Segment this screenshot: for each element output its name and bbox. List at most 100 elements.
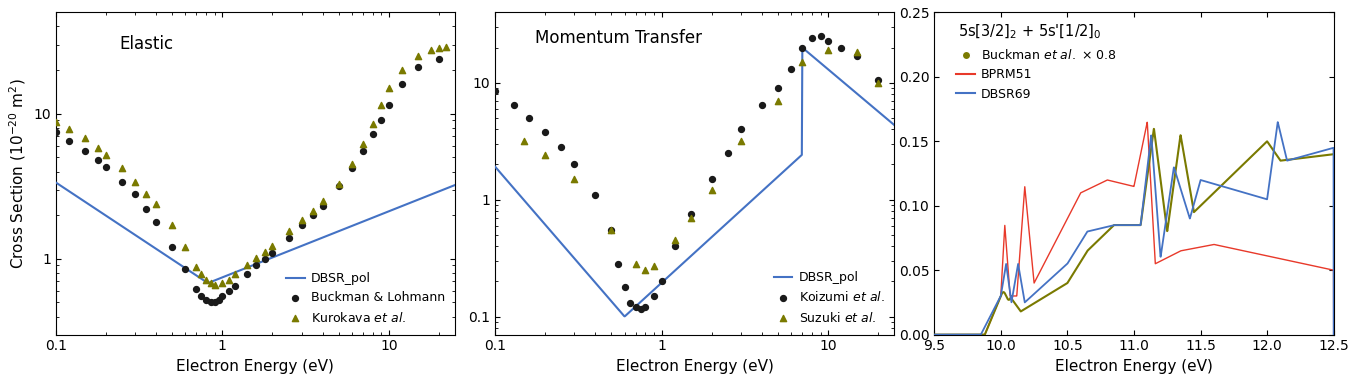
Suzuki $\it{et\ al.}$ <box>664 237 686 243</box>
Kurokava $\it{et\ al.}$ <box>236 263 258 269</box>
Suzuki $\it{et\ al.}$ <box>868 80 890 86</box>
DBSR_pol <box>717 222 734 226</box>
Suzuki $\it{et\ al.}$ <box>730 138 751 144</box>
Buckman & Lohmann <box>225 283 247 289</box>
Koizumi $\it{et\ al.}$ <box>518 115 540 121</box>
Koizumi $\it{et\ al.}$ <box>584 192 606 198</box>
Koizumi $\it{et\ al.}$ <box>679 211 701 217</box>
Kurokava $\it{et\ al.}$ <box>245 255 267 261</box>
Buckman & Lohmann <box>245 263 267 269</box>
Buckman & Lohmann <box>392 81 414 87</box>
Suzuki $\it{et\ al.}$ <box>679 215 701 221</box>
Buckman & Lohmann <box>45 129 66 135</box>
Kurokava $\it{et\ al.}$ <box>278 228 300 234</box>
Buckman & Lohmann <box>378 102 400 108</box>
Kurokava $\it{et\ al.}$ <box>254 249 275 255</box>
Legend: Buckman $\it{et\ al.}$ $\times$ 0.8, BPRM51, DBSR69: Buckman $\it{et\ al.}$ $\times$ 0.8, BPR… <box>952 45 1120 104</box>
Kurokava $\it{et\ al.}$ <box>218 277 240 283</box>
Suzuki $\it{et\ al.}$ <box>846 48 868 54</box>
Y-axis label: Cross Section (10$^{-20}$ m$^2$): Cross Section (10$^{-20}$ m$^2$) <box>7 78 27 269</box>
Koizumi $\it{et\ al.}$ <box>846 53 868 59</box>
Suzuki $\it{et\ al.}$ <box>767 98 789 104</box>
DBSR_pol <box>450 182 466 186</box>
Koizumi $\it{et\ al.}$ <box>810 33 831 39</box>
Buckman & Lohmann <box>58 138 80 144</box>
Kurokava $\it{et\ al.}$ <box>420 47 442 53</box>
Kurokava $\it{et\ al.}$ <box>225 271 247 277</box>
X-axis label: Electron Energy (eV): Electron Energy (eV) <box>1055 359 1212 374</box>
Koizumi $\it{et\ al.}$ <box>607 261 629 267</box>
Text: Elastic: Elastic <box>119 35 174 53</box>
Line: DBSR_pol: DBSR_pol <box>47 177 458 283</box>
Koizumi $\it{et\ al.}$ <box>625 304 647 311</box>
Suzuki $\it{et\ al.}$ <box>601 227 622 233</box>
Kurokava $\it{et\ al.}$ <box>302 208 324 214</box>
Koizumi $\it{et\ al.}$ <box>868 77 890 83</box>
Koizumi $\it{et\ al.}$ <box>801 35 823 42</box>
Buckman & Lohmann <box>125 191 146 197</box>
DBSR_pol <box>278 250 294 254</box>
Suzuki $\it{et\ al.}$ <box>635 267 656 273</box>
Legend: DBSR_pol, Koizumi $\it{et\ al.}$, Suzuki $\it{et\ al.}$: DBSR_pol, Koizumi $\it{et\ al.}$, Suzuki… <box>770 267 888 328</box>
X-axis label: Electron Energy (eV): Electron Energy (eV) <box>616 359 774 374</box>
Kurokava $\it{et\ al.}$ <box>111 165 133 171</box>
Kurokava $\it{et\ al.}$ <box>292 217 313 223</box>
Kurokava $\it{et\ al.}$ <box>203 282 225 288</box>
Kurokava $\it{et\ al.}$ <box>342 161 363 167</box>
Buckman & Lohmann <box>292 223 313 229</box>
Buckman & Lohmann <box>75 149 96 155</box>
Koizumi $\it{et\ al.}$ <box>643 293 664 299</box>
Suzuki $\it{et\ al.}$ <box>643 263 664 269</box>
X-axis label: Electron Energy (eV): Electron Energy (eV) <box>176 359 335 374</box>
Kurokava $\it{et\ al.}$ <box>212 280 233 286</box>
Koizumi $\it{et\ al.}$ <box>564 162 586 168</box>
DBSR_pol <box>289 245 305 250</box>
Koizumi $\it{et\ al.}$ <box>767 85 789 91</box>
DBSR_pol <box>617 314 633 319</box>
Kurokava $\it{et\ al.}$ <box>199 280 221 286</box>
Kurokava $\it{et\ al.}$ <box>428 45 450 51</box>
Koizumi $\it{et\ al.}$ <box>631 306 652 312</box>
Kurokava $\it{et\ al.}$ <box>262 243 283 249</box>
Buckman & Lohmann <box>236 271 258 277</box>
DBSR_pol <box>351 221 367 225</box>
Kurokava $\it{et\ al.}$ <box>161 223 183 229</box>
Koizumi $\it{et\ al.}$ <box>503 102 525 108</box>
Kurokava $\it{et\ al.}$ <box>392 67 414 73</box>
Koizumi $\it{et\ al.}$ <box>780 66 801 72</box>
Kurokava $\it{et\ al.}$ <box>195 277 217 283</box>
Suzuki $\it{et\ al.}$ <box>514 138 536 144</box>
Buckman & Lohmann <box>370 117 392 123</box>
Kurokava $\it{et\ al.}$ <box>136 191 157 197</box>
Kurokava $\it{et\ al.}$ <box>378 85 400 91</box>
Koizumi $\it{et\ al.}$ <box>651 278 673 284</box>
Buckman & Lohmann <box>87 157 108 163</box>
Kurokava $\it{et\ al.}$ <box>145 201 167 207</box>
DBSR_pol <box>890 125 906 130</box>
Koizumi $\it{et\ al.}$ <box>751 102 773 108</box>
Koizumi $\it{et\ al.}$ <box>792 45 814 51</box>
Buckman & Lohmann <box>302 212 324 218</box>
Buckman & Lohmann <box>203 299 225 306</box>
Kurokava $\it{et\ al.}$ <box>75 135 96 141</box>
Buckman & Lohmann <box>353 149 374 155</box>
Buckman & Lohmann <box>342 165 363 171</box>
Kurokava $\it{et\ al.}$ <box>87 145 108 151</box>
Buckman & Lohmann <box>136 206 157 212</box>
Koizumi $\it{et\ al.}$ <box>620 300 641 306</box>
Text: Momentum Transfer: Momentum Transfer <box>534 29 702 46</box>
Buckman & Lohmann <box>428 56 450 62</box>
Suzuki $\it{et\ al.}$ <box>625 261 647 267</box>
Koizumi $\it{et\ al.}$ <box>484 88 506 94</box>
Koizumi $\it{et\ al.}$ <box>551 144 572 150</box>
Koizumi $\it{et\ al.}$ <box>534 129 556 135</box>
Koizumi $\it{et\ al.}$ <box>730 126 751 132</box>
Suzuki $\it{et\ al.}$ <box>818 47 839 53</box>
Kurokava $\it{et\ al.}$ <box>125 179 146 185</box>
Buckman & Lohmann <box>186 286 207 292</box>
DBSR_pol <box>301 240 317 245</box>
DBSR_pol <box>728 212 744 216</box>
Kurokava $\it{et\ al.}$ <box>370 102 392 108</box>
Koizumi $\it{et\ al.}$ <box>664 243 686 249</box>
Suzuki $\it{et\ al.}$ <box>701 187 723 194</box>
